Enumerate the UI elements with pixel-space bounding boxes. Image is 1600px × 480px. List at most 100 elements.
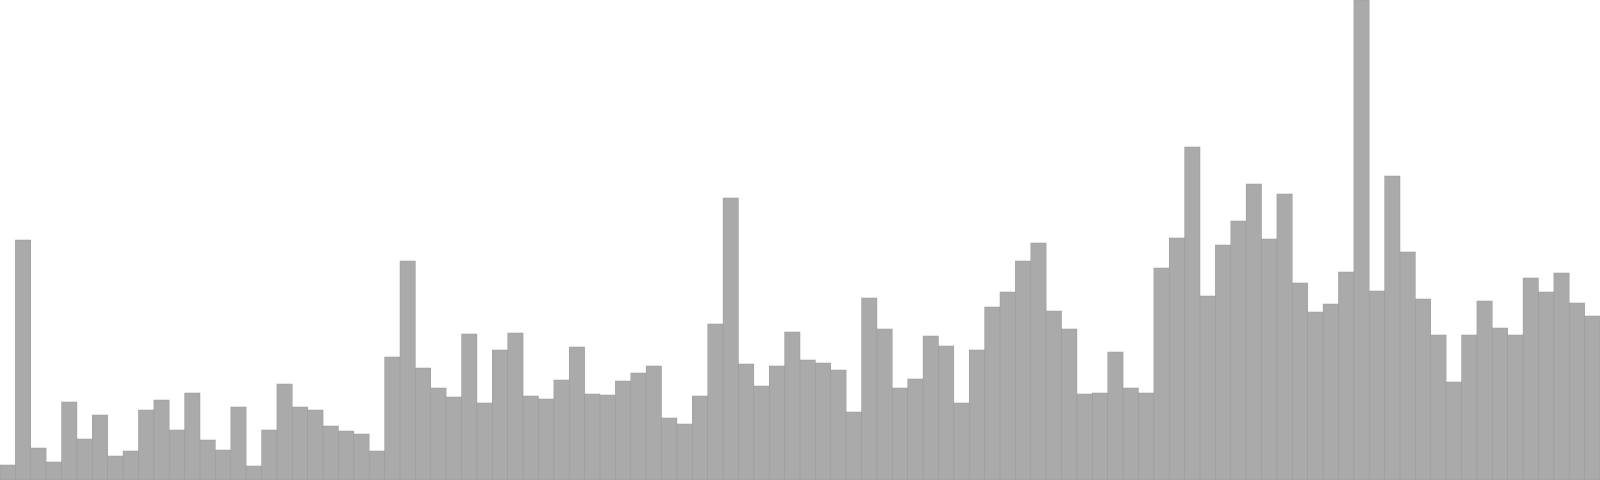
bar-78 (1199, 295, 1216, 480)
bar-76 (1168, 237, 1185, 480)
bar-99 (1522, 277, 1539, 480)
bar-67 (1030, 242, 1047, 480)
bar-88 (1353, 0, 1370, 480)
bar-94 (1445, 381, 1462, 480)
bar-61 (938, 345, 955, 480)
bar-39 (599, 394, 616, 480)
bar-54 (830, 369, 847, 480)
bar-57 (876, 328, 893, 480)
bar-84 (1292, 282, 1308, 480)
bar-55 (845, 411, 862, 480)
bar-53 (815, 362, 832, 480)
bar-97 (1492, 327, 1508, 480)
bar-90 (1384, 175, 1401, 480)
bar-73 (1122, 387, 1139, 480)
bar-19 (292, 406, 308, 480)
bar-20 (307, 409, 324, 480)
bar-26 (399, 260, 416, 480)
bar-48 (738, 363, 755, 480)
bar-35 (538, 398, 555, 480)
bar-66 (1015, 260, 1032, 480)
bar-70 (1076, 393, 1093, 480)
bar-72 (1107, 351, 1124, 480)
bar-100 (1538, 291, 1555, 480)
bar-37 (568, 346, 585, 480)
bar-34 (522, 395, 539, 480)
bar-40 (615, 380, 632, 480)
bar-63 (968, 349, 985, 480)
bar-8 (122, 450, 139, 480)
bar-25 (384, 356, 401, 480)
bar-33 (507, 332, 524, 480)
bar-68 (1045, 310, 1062, 480)
bar-62 (953, 402, 970, 480)
bar-0 (0, 464, 16, 480)
bar-30 (461, 333, 478, 480)
bar-65 (999, 291, 1016, 480)
bar-91 (1399, 251, 1416, 480)
bar-50 (768, 365, 785, 480)
bar-51 (784, 331, 801, 480)
bar-12 (184, 392, 201, 480)
bar-49 (753, 385, 770, 480)
bar-83 (1276, 193, 1293, 480)
bar-46 (707, 323, 724, 480)
bar-43 (661, 417, 678, 480)
bar-21 (322, 425, 339, 480)
bar-103 (1584, 315, 1600, 480)
bar-9 (138, 409, 155, 480)
bar-89 (1368, 290, 1385, 480)
bar-7 (107, 455, 124, 480)
bar-38 (584, 393, 601, 480)
bar-36 (553, 379, 570, 480)
bar-3 (45, 461, 62, 480)
bar-56 (861, 297, 878, 480)
bar-102 (1568, 302, 1585, 480)
bar-74 (1138, 392, 1155, 480)
bar-75 (1153, 267, 1170, 480)
bar-47 (722, 197, 739, 480)
bar-58 (892, 387, 908, 480)
bar-71 (1092, 392, 1108, 480)
bar-11 (168, 429, 185, 480)
bar-16 (245, 465, 262, 480)
bar-31 (476, 402, 493, 480)
bar-29 (445, 396, 462, 480)
bar-14 (215, 449, 232, 480)
bar-93 (1430, 334, 1447, 480)
bar-64 (984, 306, 1001, 480)
bar-92 (1415, 298, 1432, 480)
bar-60 (922, 335, 939, 480)
bar-44 (676, 423, 693, 480)
bar-1 (15, 239, 32, 480)
bar-2 (30, 447, 47, 480)
bar-101 (1553, 272, 1570, 480)
bar-95 (1461, 334, 1478, 480)
bar-42 (645, 365, 662, 480)
bar-10 (153, 399, 170, 480)
bar-69 (1061, 328, 1078, 480)
bar-59 (907, 378, 924, 480)
bar-41 (630, 372, 647, 480)
bar-27 (415, 367, 432, 480)
bar-5 (76, 438, 93, 480)
bar-17 (261, 429, 278, 480)
bar-96 (1476, 300, 1493, 480)
bar-77 (1184, 146, 1201, 480)
bar-13 (199, 439, 216, 480)
bar-23 (353, 433, 370, 480)
bar-86 (1322, 303, 1339, 480)
bar-4 (61, 401, 78, 480)
bar-24 (368, 450, 385, 480)
bar-98 (1507, 334, 1524, 480)
bar-52 (799, 359, 816, 480)
bar-81 (1245, 183, 1262, 480)
bar-22 (338, 430, 355, 480)
bar-32 (492, 349, 508, 480)
bar-18 (276, 383, 293, 480)
bar-85 (1307, 311, 1324, 480)
bar-82 (1261, 238, 1278, 480)
bar-80 (1230, 220, 1247, 480)
